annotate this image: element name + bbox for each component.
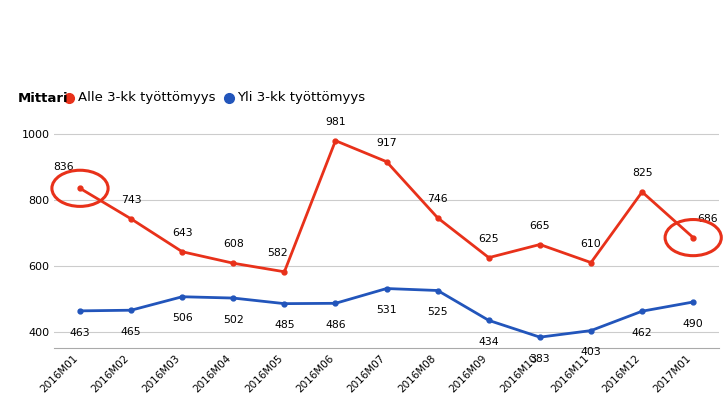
Text: 836: 836 [53,162,73,172]
Text: 490: 490 [683,319,703,329]
Text: 485: 485 [274,320,295,330]
Text: 665: 665 [529,221,550,231]
Text: 506: 506 [172,314,192,324]
Text: 525: 525 [428,307,448,317]
Text: Alle 25-vuotiaat työttömät työnhakijat: Alle 25-vuotiaat työttömät työnhakijat [9,28,584,54]
Text: 403: 403 [581,347,601,357]
Text: 383: 383 [529,354,550,364]
Text: Mittari: Mittari [18,92,69,104]
Text: 625: 625 [478,234,499,244]
Text: Alle 3-kk työttömyys: Alle 3-kk työttömyys [78,92,215,104]
Text: 531: 531 [376,305,397,315]
Text: 917: 917 [376,138,397,148]
Text: 686: 686 [697,214,717,224]
Text: 608: 608 [223,239,244,249]
Text: 465: 465 [121,327,142,337]
Text: 463: 463 [70,328,90,338]
Text: Yli 3-kk työttömyys: Yli 3-kk työttömyys [237,92,365,104]
Text: 643: 643 [172,228,192,238]
Text: 746: 746 [428,194,448,204]
Text: 462: 462 [632,328,653,338]
Text: 486: 486 [325,320,346,330]
Text: 434: 434 [478,337,499,347]
Text: 502: 502 [223,315,244,325]
Text: 825: 825 [632,168,653,178]
Text: 981: 981 [325,117,346,127]
Text: 610: 610 [581,239,601,249]
Text: 743: 743 [121,195,142,205]
Text: 582: 582 [267,248,287,258]
